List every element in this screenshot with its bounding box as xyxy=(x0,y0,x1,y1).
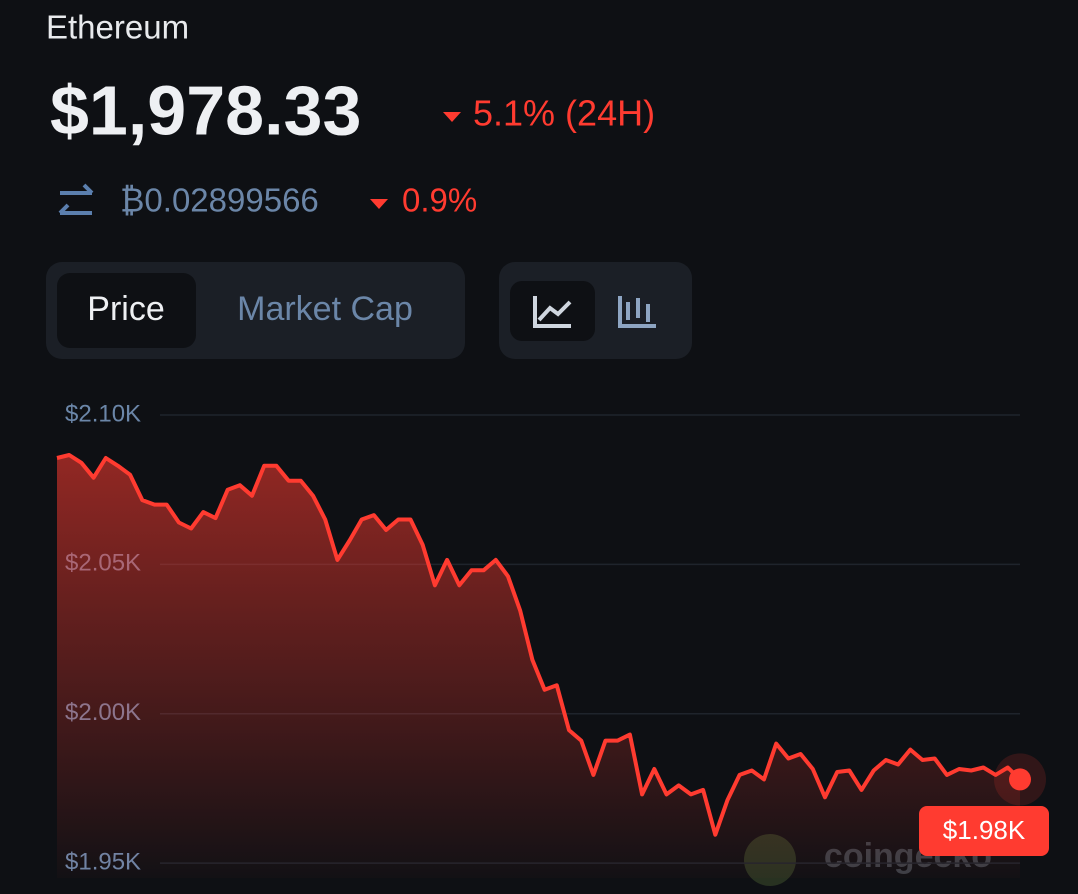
btc-price: ₿0.02899566 xyxy=(120,182,319,219)
tab[interactable]: Price xyxy=(87,290,164,328)
current-label: $1.98K xyxy=(943,815,1026,845)
swap-icon xyxy=(58,183,94,215)
area xyxy=(57,455,1020,878)
price: $1,978.33 xyxy=(50,71,361,149)
down-arrow xyxy=(443,112,461,122)
candle-icon[interactable] xyxy=(618,296,656,328)
current-point xyxy=(1009,768,1031,791)
current-label-box xyxy=(919,806,1049,856)
chart: $2.10K$2.05K$2.00K$1.95K$1.98K xyxy=(56,400,1049,878)
line-icon xyxy=(533,296,572,328)
price-line xyxy=(56,453,1022,837)
down-arrow xyxy=(370,199,388,209)
price-change: 5.1% (24H) xyxy=(473,93,655,134)
y-tick-label: $2.10K xyxy=(65,400,141,427)
tab[interactable]: Market Cap xyxy=(237,290,413,328)
tab-active[interactable] xyxy=(57,273,196,348)
btc-change: 0.9% xyxy=(402,182,477,219)
coin-name: Ethereum xyxy=(46,9,189,46)
